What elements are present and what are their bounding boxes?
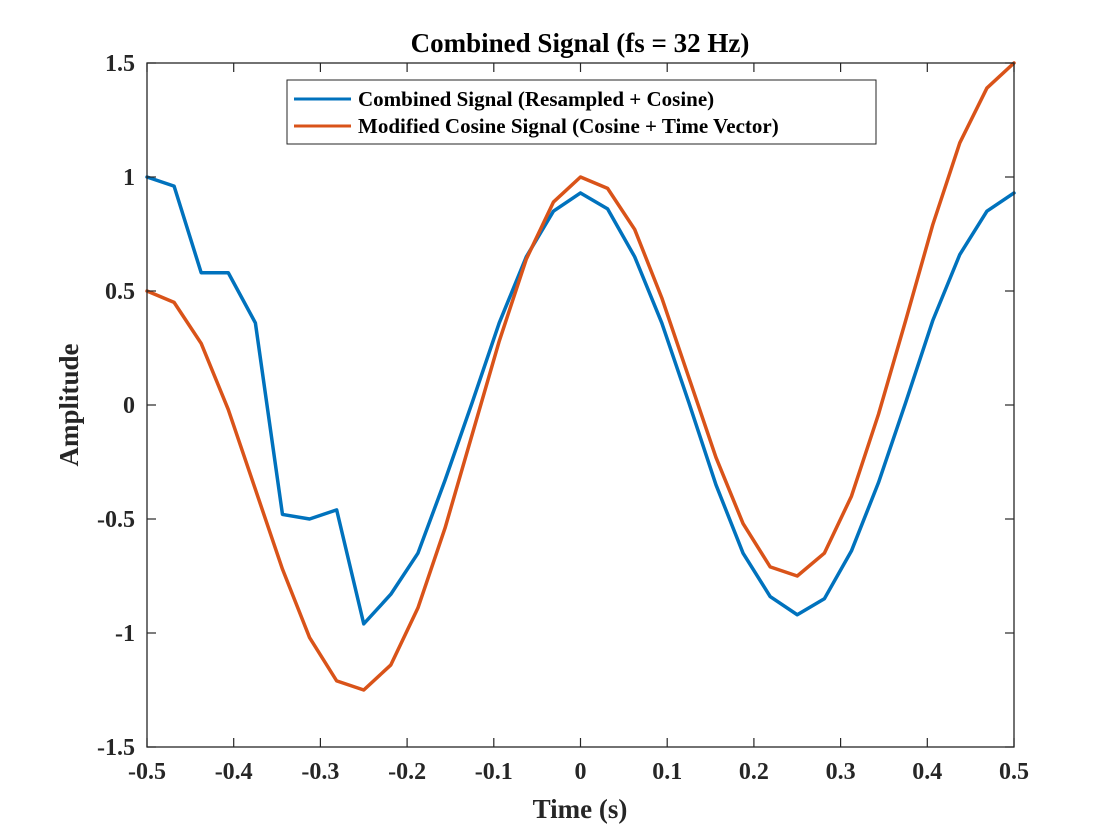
x-tick-label: 0 [575,759,587,785]
y-tick-label: 1 [123,165,135,191]
y-tick-label: 1.5 [105,51,135,77]
x-tick-label: -0.4 [215,759,253,785]
x-tick-label: -0.5 [128,759,166,785]
x-tick-label: 0.3 [826,759,856,785]
y-tick-label: -1 [115,621,135,647]
legend-box [286,79,877,145]
x-tick-label: -0.1 [475,759,513,785]
x-tick-label: 0.5 [999,759,1029,785]
series-layer [145,61,1016,692]
chart-title: Combined Signal (fs = 32 Hz) [411,28,750,58]
y-tick-label: 0.5 [105,279,135,305]
legend-label-combined: Combined Signal (Resampled + Cosine) [358,87,714,111]
x-tick-label: -0.2 [388,759,426,785]
ticks-layer: -0.5 -0.4 -0.3 -0.2 -0.1 0 0.1 0.2 0.3 0.4 0.5 -1.5… [97,51,1029,785]
x-axis-label: Time (s) [533,794,628,824]
y-tick-label: -0.5 [97,507,135,533]
y-tick-label: -1.5 [97,735,135,761]
y-tick-label: 0 [123,393,135,419]
legend: Combined Signal (Resampled + Cosine) Mod… [286,79,877,145]
x-tick-label: 0.1 [652,759,682,785]
series-line-1 [145,61,1016,692]
series-line-0 [145,175,1016,626]
x-tick-label: -0.3 [301,759,339,785]
legend-label-modified: Modified Cosine Signal (Cosine + Time Ve… [358,114,779,138]
x-tick-label: 0.4 [912,759,942,785]
x-tick-label: 0.2 [739,759,769,785]
y-axis-label: Amplitude [54,343,84,466]
